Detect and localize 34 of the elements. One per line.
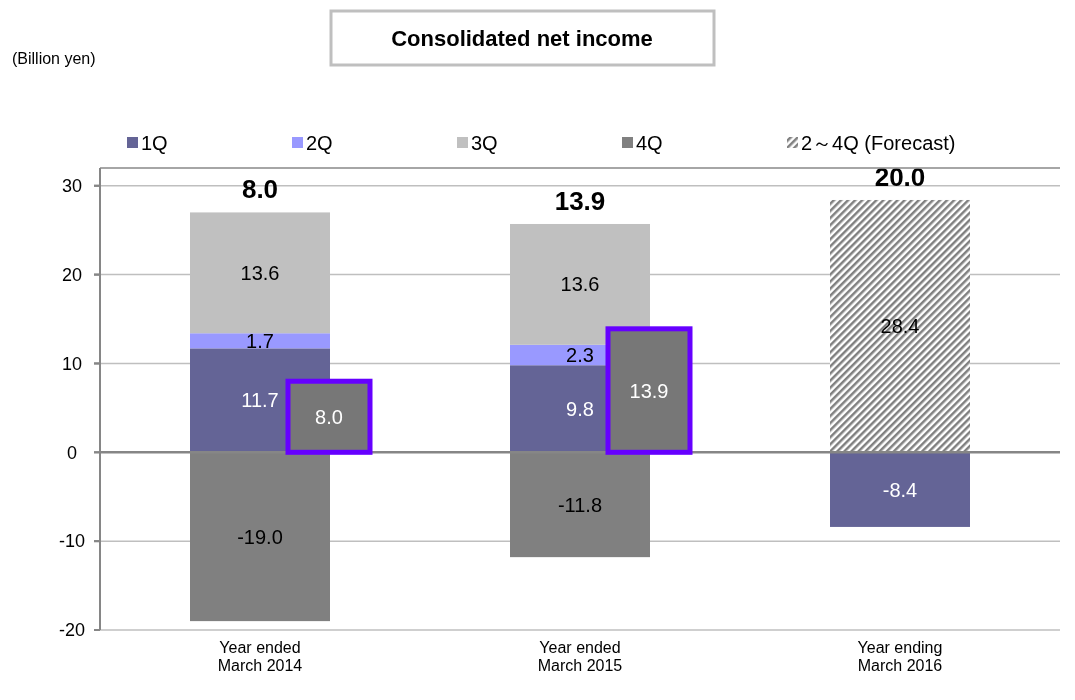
y-tick-label: 10 [61,353,83,374]
data-label: 2.3 [566,344,594,367]
data-label: -8.4 [882,478,918,501]
data-label: 1.7 [246,329,274,352]
text: (Billion yen) [12,50,96,67]
y-tick-label: 30 [61,176,83,197]
legend-label: 3Q [471,132,498,154]
x-tick-label: Year ended March 2014 [217,639,303,675]
y-tick-label: -20 [58,620,86,641]
legend-label: 1Q [141,132,168,154]
x-tick-label: Year ended March 2015 [537,639,623,675]
data-label: -19.0 [237,525,283,548]
data-label: -11.8 [557,493,603,516]
y-tick-label: 20 [61,264,83,285]
data-label: 28.4 [880,315,920,338]
bar [830,199,970,453]
x-tick-label: Year ending March 2016 [857,639,943,675]
data-label: 8.0 [315,405,343,428]
legend-label: 2～4Q (Forecast) [801,132,956,154]
data-label: 13.9 [629,379,669,402]
legend-label: 4Q [636,132,663,154]
bar [830,452,970,527]
data-label: 11.7 [241,389,279,412]
total-label: 20.0 [874,161,926,192]
total-label: 8.0 [241,174,279,205]
data-label: 13.6 [560,273,600,296]
data-label: 13.6 [240,261,280,284]
data-label: 9.8 [566,397,594,420]
legend-label: 2Q [306,132,333,154]
y-tick-label: 0 [66,442,78,463]
total-label: 13.9 [554,185,606,216]
chart-title: Consolidated net income [391,25,653,51]
bar [190,333,330,349]
y-tick-label: -10 [58,531,86,552]
